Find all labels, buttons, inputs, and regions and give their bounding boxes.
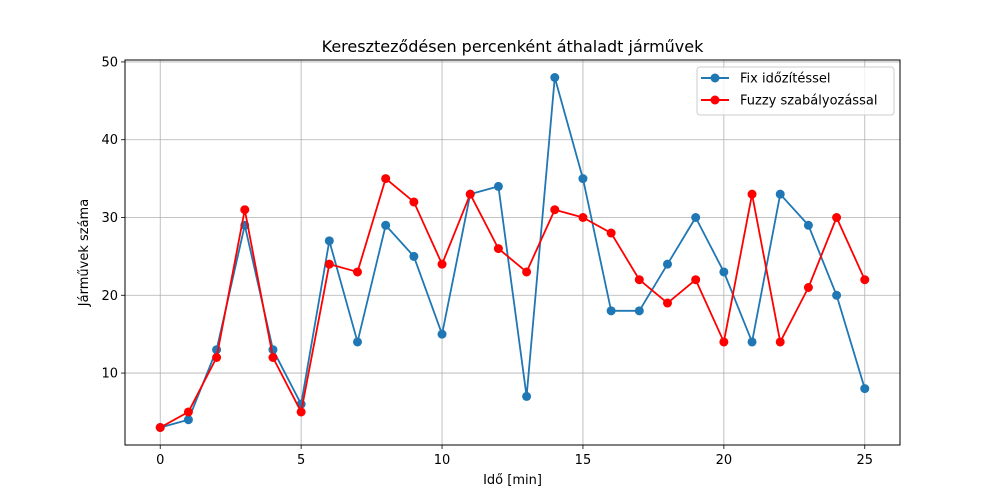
x-tick-label: 15	[575, 453, 592, 468]
y-tick-label: 10	[101, 367, 118, 382]
plot-frame	[124, 59, 901, 446]
data-point-fix	[691, 213, 701, 222]
data-point-fix	[381, 220, 391, 230]
data-point-fuzzy	[155, 423, 165, 432]
data-point-fuzzy	[353, 267, 362, 277]
x-tick-label: 25	[856, 453, 873, 468]
data-point-fuzzy	[493, 244, 503, 254]
data-point-fuzzy	[240, 205, 250, 215]
data-point-fix	[353, 337, 362, 347]
data-point-fuzzy	[803, 283, 813, 292]
x-tick-label: 0	[156, 453, 164, 468]
legend-box	[696, 66, 895, 116]
legend-label-fuzzy: Fuzzy szabályozással	[740, 94, 877, 109]
legend-label-fix: Fix időzítéssel	[740, 72, 830, 87]
data-point-fix	[832, 290, 842, 300]
legend: Fix időzítéssel Fuzzy szabályozással	[696, 66, 895, 116]
data-point-fuzzy	[775, 337, 785, 347]
data-point-fuzzy	[860, 275, 870, 285]
data-point-fuzzy	[747, 189, 757, 199]
legend-marker-fuzzy	[710, 95, 720, 105]
data-point-fuzzy	[634, 275, 644, 285]
ticks: 0 5 10 15 20 25 10 20 30 40 50	[101, 55, 873, 468]
data-point-fuzzy	[324, 259, 334, 269]
chart-title: Kereszteződésen percenként áthaladt járm…	[322, 37, 704, 56]
y-tick-label: 30	[101, 211, 118, 226]
data-point-fuzzy	[663, 298, 672, 308]
data-point-fuzzy	[296, 407, 306, 417]
data-point-fix	[634, 306, 644, 316]
data-point-fuzzy	[409, 197, 419, 207]
data-point-fix	[803, 220, 813, 230]
data-point-fix	[522, 391, 532, 401]
data-point-fix	[409, 251, 419, 261]
data-point-fuzzy	[268, 353, 278, 362]
data-point-fix	[606, 306, 616, 316]
data-point-fix	[663, 259, 672, 269]
data-point-fuzzy	[437, 259, 447, 269]
data-point-fuzzy	[465, 189, 475, 199]
data-point-fuzzy	[719, 337, 729, 347]
x-tick-label: 5	[297, 453, 305, 468]
data-point-fix	[183, 415, 193, 425]
data-point-fix	[493, 181, 503, 191]
data-point-fuzzy	[832, 213, 842, 222]
data-point-fuzzy	[522, 267, 532, 277]
data-point-fuzzy	[183, 407, 193, 417]
y-tick-label: 40	[101, 133, 118, 148]
data-point-fuzzy	[606, 228, 616, 238]
series-line-fuzzy	[159, 177, 866, 429]
data-point-fix	[437, 329, 447, 339]
x-tick-label: 10	[434, 453, 451, 468]
data-point-fuzzy	[691, 275, 701, 285]
series-layer	[155, 73, 870, 432]
data-point-fuzzy	[381, 174, 391, 184]
data-point-fix	[860, 384, 870, 394]
y-axis-title: Járművek száma	[77, 199, 92, 307]
data-point-fuzzy	[212, 353, 222, 362]
data-point-fuzzy	[578, 213, 588, 222]
y-tick-label: 20	[101, 289, 118, 304]
grid	[125, 60, 900, 445]
data-point-fix	[578, 174, 588, 184]
data-point-fix	[747, 337, 757, 347]
x-tick-label: 20	[716, 453, 733, 468]
y-tick-label: 50	[101, 55, 118, 70]
data-point-fix	[550, 73, 560, 82]
data-point-fuzzy	[550, 205, 560, 215]
data-point-fix	[324, 236, 334, 246]
data-point-fix	[719, 267, 729, 277]
x-axis-title: Idő [min]	[483, 473, 542, 488]
legend-marker-fix	[710, 73, 720, 83]
data-point-fix	[775, 189, 785, 199]
series-line-fix	[159, 76, 866, 429]
